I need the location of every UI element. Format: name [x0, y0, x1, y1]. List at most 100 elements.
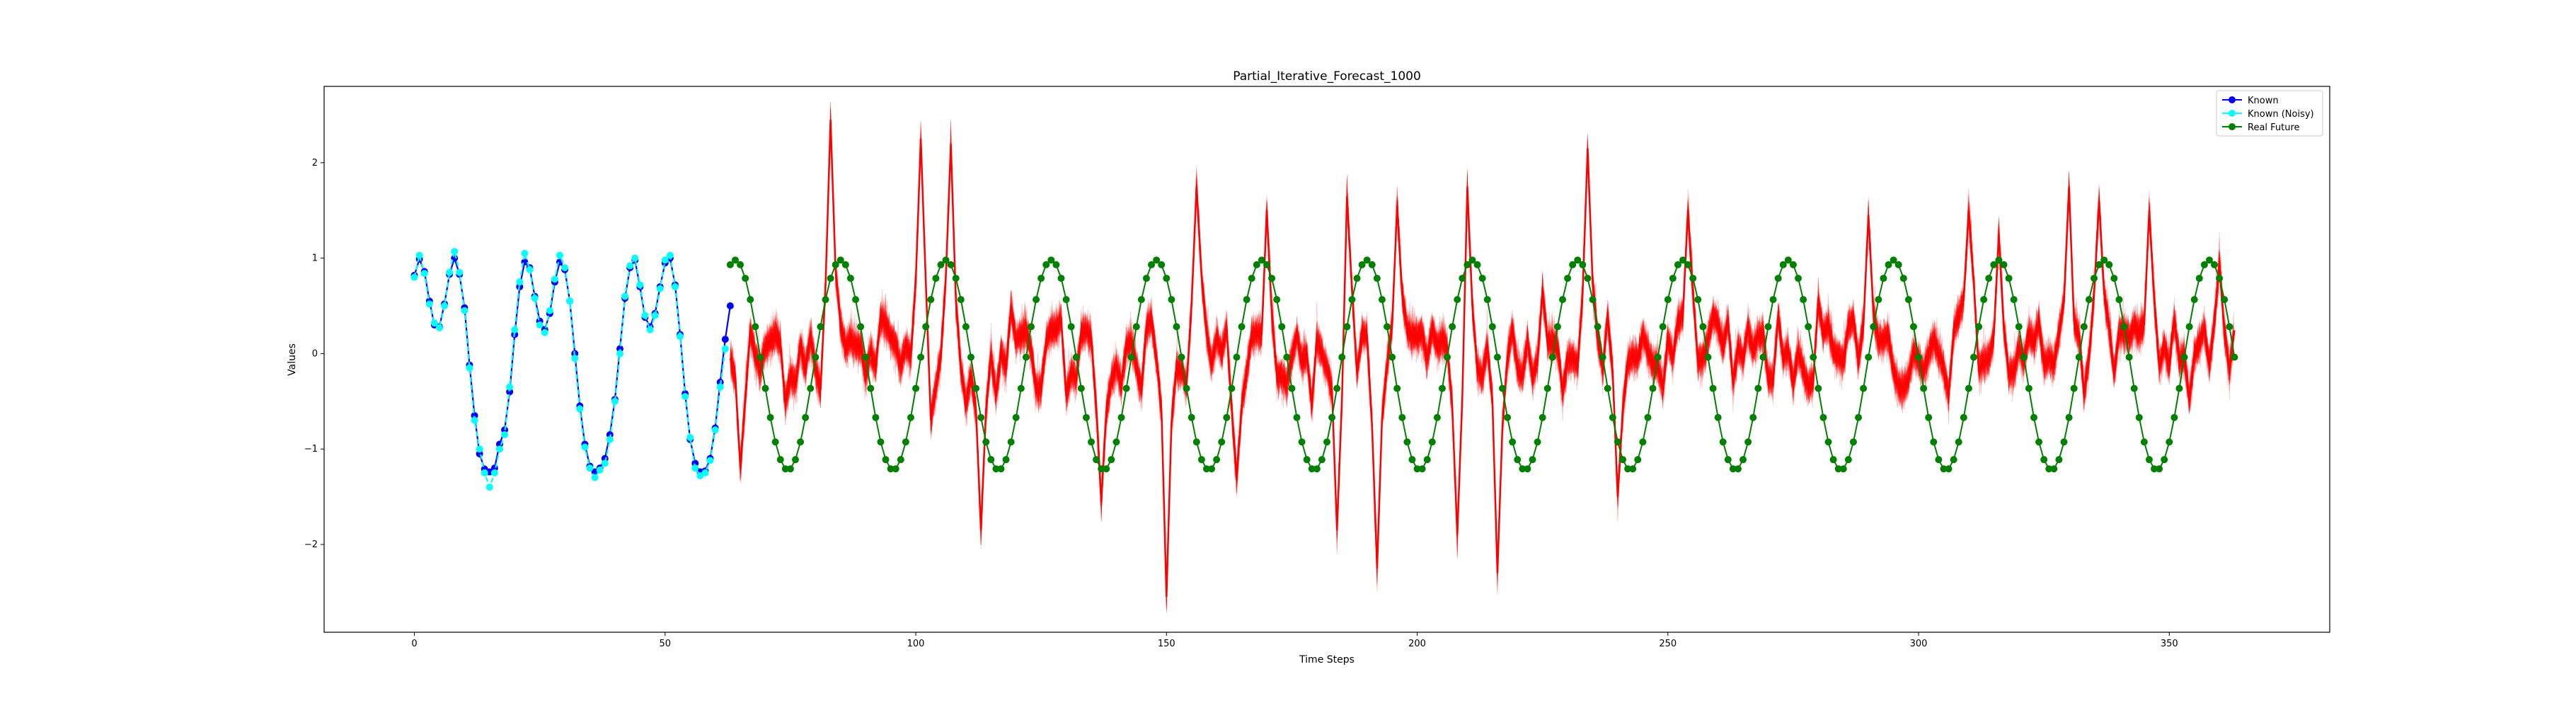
real-future-point: [1543, 384, 1551, 392]
known-noisy-point: [571, 355, 579, 362]
forecast-sample-line: [730, 110, 2234, 583]
legend-label: Known: [2248, 96, 2279, 106]
real-future-point: [1875, 296, 1882, 304]
real-future-point: [1930, 438, 1938, 446]
real-future-point: [1629, 465, 1637, 473]
real-future-point: [1398, 413, 1406, 421]
real-future-point: [1935, 456, 1943, 464]
plot-area: [410, 101, 2238, 614]
y-tick-label: −1: [304, 444, 318, 455]
real-future-point: [1449, 323, 1456, 331]
real-future-point: [1293, 413, 1301, 421]
real-future-point: [952, 275, 960, 282]
real-future-point: [1454, 296, 1461, 304]
real-future-point: [1885, 261, 1892, 268]
real-future-point: [892, 465, 899, 473]
real-future-point: [1368, 261, 1376, 268]
real-future-point: [1594, 323, 1602, 331]
real-future-point: [1218, 438, 1226, 446]
real-future-point: [2145, 456, 2153, 464]
real-future-point: [1042, 261, 1050, 268]
real-future-point: [1208, 465, 1216, 473]
real-future-point: [1824, 438, 1832, 446]
real-future-point: [1183, 384, 1190, 392]
real-future-point: [2040, 456, 2048, 464]
real-future-point: [2055, 456, 2063, 464]
forecast-sample-line: [730, 125, 2234, 599]
real-future-point: [1108, 456, 1115, 464]
real-future-point: [771, 438, 779, 446]
real-future-point: [1975, 323, 1983, 331]
real-future-point: [2060, 438, 2068, 446]
known-noisy-point: [481, 469, 488, 476]
real-future-point: [1724, 456, 1732, 464]
forecast-sample-line: [730, 117, 2234, 590]
real-future-point: [1940, 465, 1948, 473]
known-noisy-point: [466, 364, 473, 372]
real-future-point: [1890, 256, 1897, 264]
known-noisy-point: [711, 426, 719, 434]
real-future-point: [1754, 384, 1762, 392]
known-noisy-point: [586, 464, 594, 472]
real-future-point: [2120, 323, 2128, 331]
real-future-point: [1855, 413, 1863, 421]
real-future-point: [1619, 456, 1627, 464]
known-noisy-point: [461, 307, 468, 314]
real-future-point: [1433, 413, 1441, 421]
real-future-point: [752, 323, 759, 331]
x-tick-label: 100: [907, 639, 925, 649]
real-future-point: [1273, 296, 1281, 304]
known-noisy-point: [521, 249, 529, 257]
real-future-point: [857, 323, 865, 331]
x-tick-label: 350: [2161, 639, 2178, 649]
x-axis-label: Time Steps: [1299, 654, 1355, 666]
real-future-point: [1468, 256, 1476, 264]
real-future-point: [2065, 413, 2073, 421]
real-future-point: [1639, 438, 1647, 446]
real-future-point: [1047, 256, 1055, 264]
real-future-point: [1358, 261, 1366, 268]
real-future-point: [791, 456, 799, 464]
real-future-point: [2205, 256, 2213, 264]
chart-title: Partial_Iterative_Forecast_1000: [1233, 69, 1421, 84]
real-future-point: [1423, 456, 1431, 464]
real-future-point: [972, 384, 980, 392]
real-future-point: [1253, 261, 1260, 268]
real-future-point: [766, 413, 774, 421]
forecast-sample-line: [730, 115, 2234, 577]
real-future-point: [1514, 456, 1522, 464]
forecast-sample-line: [730, 109, 2234, 583]
real-future-point: [1037, 275, 1045, 282]
real-future-point: [1313, 465, 1321, 473]
real-future-point: [927, 296, 935, 304]
real-future-point: [1197, 456, 1205, 464]
real-future-point: [812, 353, 820, 361]
real-future-point: [1810, 353, 1817, 361]
real-future-point: [1473, 261, 1481, 268]
real-future-point: [1493, 353, 1501, 361]
known-noisy-point: [420, 270, 428, 278]
legend-box: [2216, 90, 2323, 137]
real-future-point: [1509, 438, 1517, 446]
known-noisy-point: [671, 283, 679, 291]
y-tick-label: 0: [312, 348, 318, 359]
real-future-point: [1478, 275, 1486, 282]
real-future-point: [1012, 413, 1020, 421]
known-point: [726, 302, 734, 310]
y-tick-label: 2: [312, 158, 318, 169]
real-future-point: [997, 465, 1005, 473]
known-noisy-point: [651, 312, 659, 319]
real-future-point: [1093, 456, 1100, 464]
real-future-point: [1894, 261, 1902, 268]
real-future-point: [2000, 261, 2008, 268]
real-future-point: [2226, 323, 2233, 331]
known-noisy-point: [646, 326, 654, 333]
known-noisy-point: [601, 459, 609, 467]
real-future-point: [1865, 353, 1873, 361]
real-future-point: [1483, 296, 1491, 304]
real-future-point: [2005, 275, 2013, 282]
real-future-point: [2190, 296, 2198, 304]
real-future-point: [1022, 353, 1030, 361]
real-future-point: [1103, 465, 1110, 473]
real-future-point: [1579, 261, 1587, 268]
